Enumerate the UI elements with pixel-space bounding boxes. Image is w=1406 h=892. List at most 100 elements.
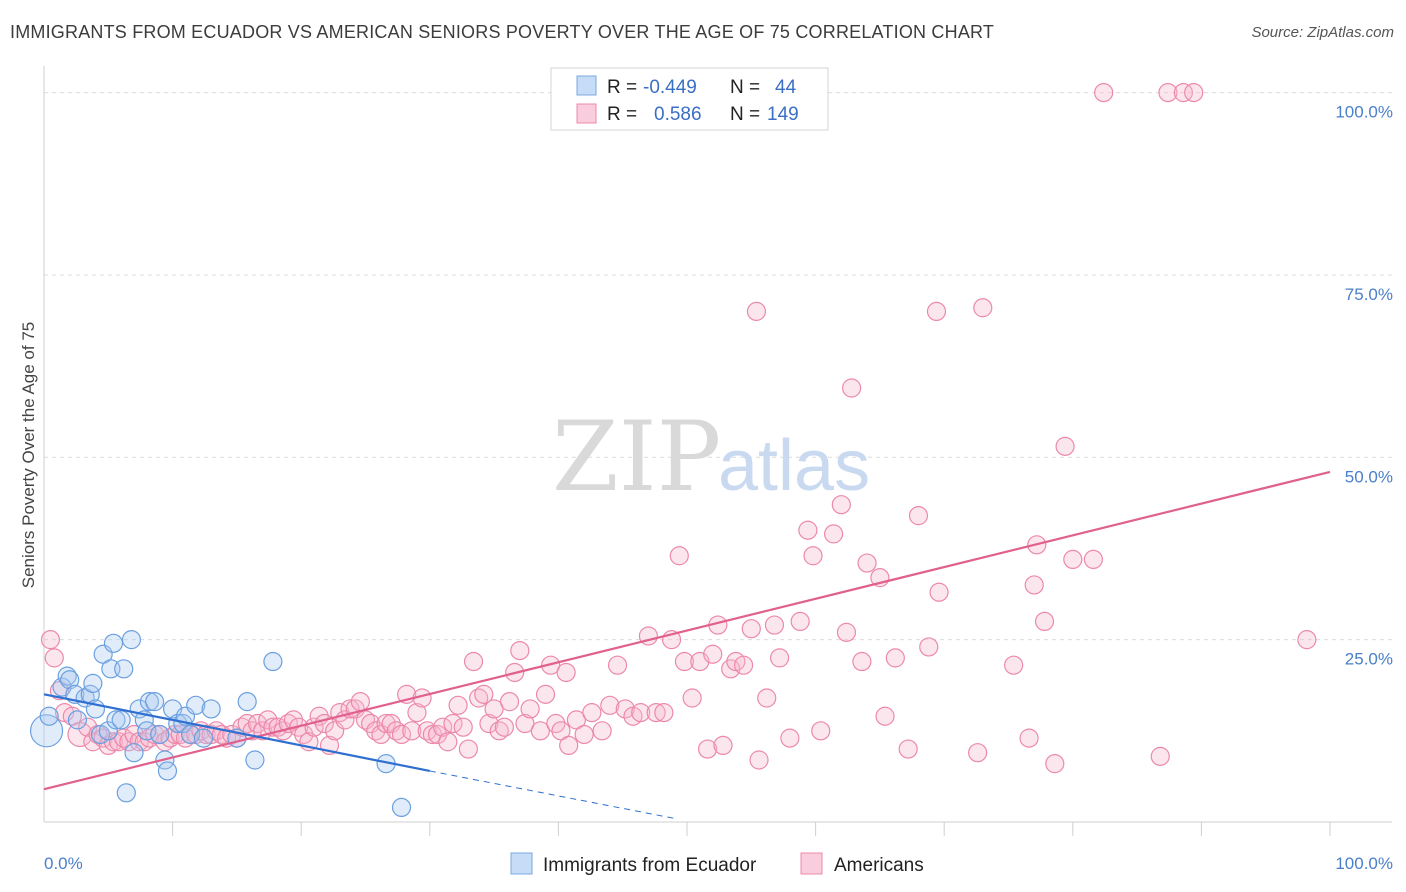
point-americans bbox=[908, 506, 929, 526]
point-americans bbox=[875, 706, 895, 726]
watermark: ZIP atlas bbox=[552, 401, 870, 513]
point-americans bbox=[1158, 82, 1178, 103]
point-ecuador bbox=[114, 659, 134, 679]
point-americans bbox=[1034, 611, 1055, 632]
point-americans bbox=[479, 713, 499, 734]
point-americans bbox=[852, 651, 872, 672]
point-americans bbox=[631, 702, 651, 723]
point-ecuador bbox=[193, 728, 214, 748]
point-ecuador bbox=[186, 695, 206, 715]
point-americans bbox=[407, 702, 427, 723]
stats-swatch-blue bbox=[576, 75, 597, 96]
point-americans bbox=[803, 546, 823, 566]
point-americans bbox=[582, 702, 602, 723]
point-ecuador bbox=[201, 699, 221, 719]
point-americans bbox=[559, 735, 579, 756]
bottom-legend: Immigrants from Ecuador Americans bbox=[510, 852, 924, 876]
point-americans bbox=[926, 301, 947, 322]
point-americans bbox=[463, 651, 484, 672]
point-ecuador bbox=[67, 710, 88, 730]
point-americans bbox=[600, 695, 620, 715]
point-americans bbox=[98, 735, 118, 756]
point-americans bbox=[350, 692, 370, 712]
point-ecuador bbox=[98, 721, 118, 741]
point-americans bbox=[654, 702, 674, 723]
x-tick-label: 0.0% bbox=[44, 854, 83, 873]
y-tick-label: 25.0% bbox=[1345, 650, 1393, 669]
point-americans bbox=[458, 739, 478, 759]
point-ecuador bbox=[103, 633, 124, 653]
point-americans bbox=[417, 721, 437, 741]
point-americans bbox=[824, 524, 844, 544]
point-americans bbox=[422, 724, 442, 745]
legend-swatch-americans bbox=[800, 852, 823, 875]
point-americans bbox=[402, 721, 422, 741]
trend-line-ecuador bbox=[43, 693, 431, 773]
point-americans bbox=[1173, 82, 1193, 103]
grid bbox=[44, 92, 1392, 641]
legend-label-ecuador: Immigrants from Ecuador bbox=[543, 855, 757, 876]
stats-r-value: -0.449 bbox=[643, 77, 697, 98]
point-ecuador bbox=[121, 630, 142, 650]
point-americans bbox=[1184, 82, 1204, 103]
point-americans bbox=[1055, 436, 1075, 456]
point-americans bbox=[574, 724, 594, 745]
point-americans bbox=[733, 655, 754, 675]
y-tick-label: 50.0% bbox=[1345, 467, 1393, 486]
point-americans bbox=[973, 298, 993, 318]
point-americans bbox=[764, 615, 785, 635]
point-americans bbox=[703, 644, 723, 664]
point-americans bbox=[376, 713, 396, 734]
watermark-atlas: atlas bbox=[718, 426, 870, 506]
point-ecuador bbox=[39, 706, 59, 726]
point-americans bbox=[139, 728, 160, 748]
point-americans bbox=[453, 717, 473, 737]
point-ecuador bbox=[245, 750, 265, 770]
point-americans bbox=[674, 651, 695, 672]
point-americans bbox=[484, 699, 504, 719]
point-americans bbox=[1019, 728, 1039, 748]
point-americans bbox=[366, 721, 386, 741]
legend-label-americans: Americans bbox=[834, 855, 924, 876]
source-label: Source: ZipAtlas.com bbox=[1251, 24, 1394, 41]
point-americans bbox=[757, 688, 777, 708]
watermark-zip: ZIP bbox=[552, 401, 721, 513]
point-americans bbox=[790, 611, 810, 632]
point-americans bbox=[1063, 549, 1083, 570]
point-ecuador bbox=[137, 721, 157, 741]
stats-n-label: N = bbox=[730, 77, 760, 98]
point-americans bbox=[530, 721, 550, 741]
point-ecuador bbox=[150, 724, 170, 745]
point-americans bbox=[836, 622, 857, 642]
point-americans bbox=[857, 553, 877, 573]
point-americans bbox=[40, 630, 61, 650]
point-americans bbox=[515, 713, 535, 734]
point-americans bbox=[746, 301, 767, 322]
point-ecuador bbox=[391, 797, 412, 818]
point-americans bbox=[489, 721, 509, 741]
stats-r-label: R = bbox=[607, 77, 637, 98]
point-americans bbox=[1024, 575, 1044, 595]
point-ecuador bbox=[263, 651, 283, 672]
y-axis-label: Seniors Poverty Over the Age of 75 bbox=[19, 322, 38, 588]
y-tick-labels: 25.0% 50.0% 75.0% 100.0% bbox=[1335, 103, 1393, 669]
point-americans bbox=[697, 739, 718, 759]
point-americans bbox=[1004, 655, 1024, 675]
point-americans bbox=[919, 637, 939, 657]
point-americans bbox=[682, 688, 702, 708]
point-ecuador bbox=[57, 666, 77, 686]
point-americans bbox=[535, 684, 556, 704]
x-tick-labels: 0.0% 100.0% bbox=[44, 854, 1393, 873]
point-ecuador bbox=[139, 692, 160, 712]
point-americans bbox=[669, 546, 689, 566]
point-americans bbox=[780, 728, 800, 748]
point-americans bbox=[474, 684, 494, 704]
point-americans bbox=[391, 724, 412, 745]
point-americans bbox=[443, 713, 463, 734]
point-americans bbox=[831, 495, 851, 515]
trend-line-ecuador-extension bbox=[429, 770, 675, 819]
axes bbox=[43, 66, 1392, 836]
point-americans bbox=[646, 702, 666, 723]
stats-legend-box bbox=[550, 67, 829, 131]
